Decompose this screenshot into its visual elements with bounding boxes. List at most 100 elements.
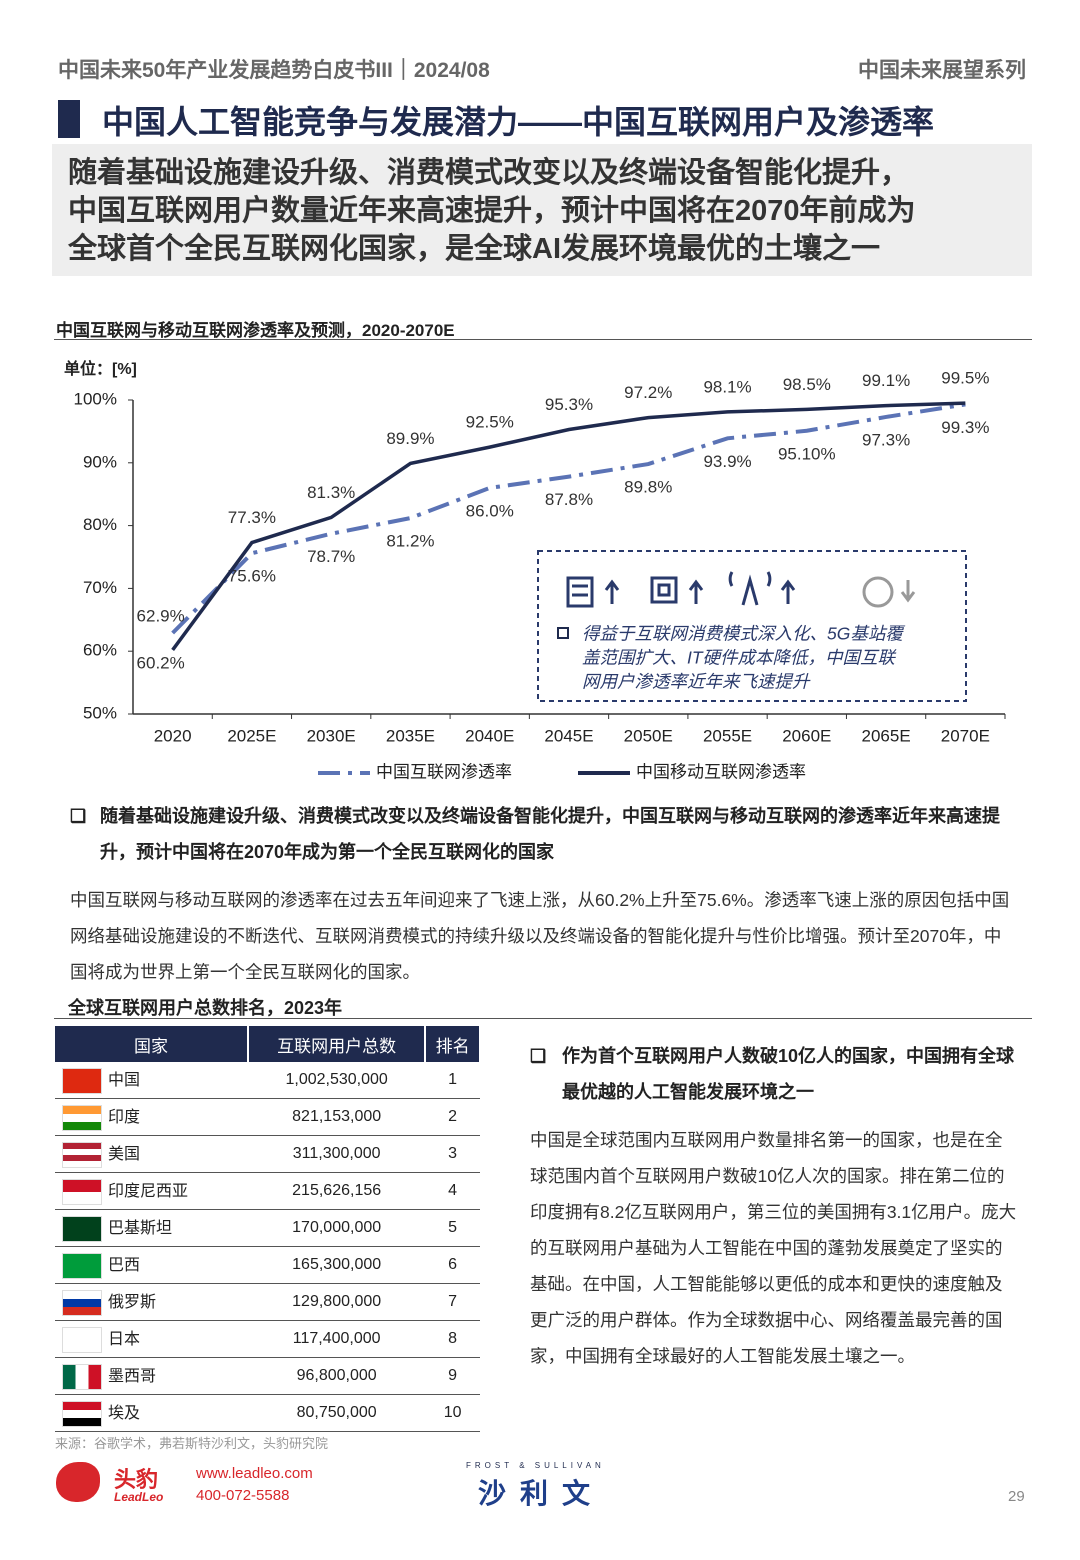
chart-title: 中国互联网与移动互联网渗透率及预测，2020-2070E xyxy=(56,321,455,340)
table-cell: 5 xyxy=(425,1209,480,1247)
table-header: 排名 xyxy=(425,1026,481,1062)
table-cell: 170,000,000 xyxy=(248,1209,426,1247)
table-cell: 中国 xyxy=(55,1062,249,1099)
table-cell: 165,300,000 xyxy=(248,1246,426,1284)
table-cell: 117,400,000 xyxy=(248,1320,426,1358)
table-cell: 4 xyxy=(425,1172,480,1210)
site: www.leadleo.com xyxy=(196,1465,313,1482)
bullet-text: 作为首个互联网用户人数破10亿人的国家，中国拥有全球最优越的人工智能发展环境之一 xyxy=(562,1046,1015,1102)
flag xyxy=(62,1178,102,1205)
value-label: 86.0% xyxy=(466,501,514,520)
table-cell: 8 xyxy=(425,1320,480,1358)
rule xyxy=(54,339,1032,340)
annotation-box xyxy=(537,550,967,702)
partner-en: FROST & SULLIVAN xyxy=(466,1461,605,1470)
table-header: 国家 xyxy=(55,1026,250,1062)
cell-text: 165,300,000 xyxy=(292,1256,382,1273)
y-tick-label: 100% xyxy=(74,389,117,408)
value-label: 95.10% xyxy=(778,444,836,463)
table-cell: 巴西 xyxy=(55,1246,249,1284)
table-row: 埃及 80,750,000 10 xyxy=(55,1394,480,1432)
flag xyxy=(62,1252,102,1279)
value-label: 75.6% xyxy=(228,567,276,586)
cell-text: 4 xyxy=(448,1182,458,1199)
cell-text: 美国 xyxy=(108,1146,141,1164)
table-row: 巴西 165,300,000 6 xyxy=(55,1246,480,1284)
table-cell: 俄罗斯 xyxy=(55,1283,249,1321)
table-row: 印度 821,153,000 2 xyxy=(55,1098,480,1136)
cell-text: 1 xyxy=(448,1071,458,1088)
summary-line: 随着基础设施建设升级、消费模式改变以及终端设备智能化提升， xyxy=(68,157,910,189)
x-tick-label: 2055E xyxy=(703,726,752,745)
cell-text: 170,000,000 xyxy=(292,1219,382,1236)
phone: 400-072-5588 xyxy=(196,1487,290,1504)
flag xyxy=(62,1067,102,1094)
annotation-text: 网用户渗透率近年来飞速提升 xyxy=(582,672,811,692)
table-cell: 7 xyxy=(425,1283,480,1321)
value-label: 89.9% xyxy=(386,429,434,448)
line-series xyxy=(171,401,966,651)
brand-en: LeadLeo xyxy=(114,1490,164,1504)
table-cell: 96,800,000 xyxy=(248,1357,426,1395)
cell-text: 8 xyxy=(448,1330,458,1347)
flag xyxy=(62,1289,102,1316)
value-label: 93.9% xyxy=(703,452,751,471)
cell-text: 117,400,000 xyxy=(292,1330,381,1347)
cell-text: 巴基斯坦 xyxy=(108,1220,173,1238)
cell-text: 96,800,000 xyxy=(296,1367,377,1384)
chart: 50% 60% 70% 80% 90% 100% 2020 2025E 2030E 2035E 20… xyxy=(74,369,1006,781)
x-tick-label: 2050E xyxy=(624,726,673,745)
cell-text: 中国 xyxy=(108,1072,141,1090)
cell-text: 129,800,000 xyxy=(292,1293,382,1310)
bullet: ❑ 作为首个互联网用户人数破10亿人的国家，中国拥有全球最优越的人工智能发展环境之… xyxy=(530,1038,1015,1110)
table-header: 互联网用户总数 xyxy=(248,1026,427,1062)
table-cell: 埃及 xyxy=(55,1394,249,1432)
table-cell: 3 xyxy=(425,1135,480,1173)
annotation-text: 得益于互联网消费模式深入化、5G基站覆 xyxy=(582,624,905,644)
cell-text: 311,300,000 xyxy=(292,1145,381,1162)
value-label: 99.3% xyxy=(941,418,989,437)
source: 来源：谷歌学术，弗若斯特沙利文，头豹研究院 xyxy=(55,1436,329,1451)
x-tick-label: 2025E xyxy=(227,726,276,745)
ranking-table: 国家 互联网用户总数 排名 中国 1,002,530,000 1 印度 821,153,… xyxy=(55,1026,481,1432)
table-cell: 9 xyxy=(425,1357,480,1395)
paragraph: 中国是全球范围内互联网用户数量排名第一的国家，也是在全球范围内首个互联网用户数破… xyxy=(530,1130,1017,1366)
value-label: 62.9% xyxy=(137,606,185,625)
cell-text: 印度尼西亚 xyxy=(108,1183,189,1201)
table-cell: 1 xyxy=(425,1062,480,1099)
value-label: 97.3% xyxy=(862,430,910,449)
logo-mark xyxy=(56,1462,100,1502)
cell-text: 墨西哥 xyxy=(108,1368,157,1386)
table-cell: 日本 xyxy=(55,1320,249,1358)
cell-text: 7 xyxy=(448,1293,458,1310)
summary-line: 全球首个全民互联网化国家，是全球AI发展环境最优的土壤之一 xyxy=(68,233,881,265)
header-right: 中国未来展望系列 xyxy=(858,59,1026,82)
bullet: ❑ 随着基础设施建设升级、消费模式改变以及终端设备智能化提升，中国互联网与移动互联… xyxy=(70,798,1015,870)
cell-text: 6 xyxy=(448,1256,458,1273)
value-label: 95.3% xyxy=(545,395,593,414)
value-label: 99.5% xyxy=(941,369,989,388)
value-label: 81.3% xyxy=(307,483,355,502)
table-cell: 巴基斯坦 xyxy=(55,1209,249,1247)
x-tick-label: 2060E xyxy=(782,726,831,745)
x-tick-label: 2065E xyxy=(862,726,911,745)
value-label: 97.2% xyxy=(624,383,672,402)
line-series xyxy=(171,402,966,635)
table-row: 俄罗斯 129,800,000 7 xyxy=(55,1283,480,1321)
value-label: 92.5% xyxy=(466,413,514,432)
value-label: 78.7% xyxy=(307,547,355,566)
value-label: 89.8% xyxy=(624,478,672,497)
annotation-text: 盖范围扩大、IT硬件成本降低，中国互联 xyxy=(582,648,898,668)
cell-text: 巴西 xyxy=(108,1257,141,1275)
table-cell: 墨西哥 xyxy=(55,1357,249,1395)
icons xyxy=(566,571,916,608)
cell-text: 3 xyxy=(448,1145,458,1162)
flag xyxy=(62,1141,102,1168)
cell-text: 埃及 xyxy=(108,1405,141,1423)
cell-text: 821,153,000 xyxy=(292,1108,382,1125)
flag xyxy=(62,1400,102,1427)
table-cell: 311,300,000 xyxy=(248,1135,426,1173)
cell-text: 2 xyxy=(448,1108,458,1125)
table-cell: 印度尼西亚 xyxy=(55,1172,249,1210)
